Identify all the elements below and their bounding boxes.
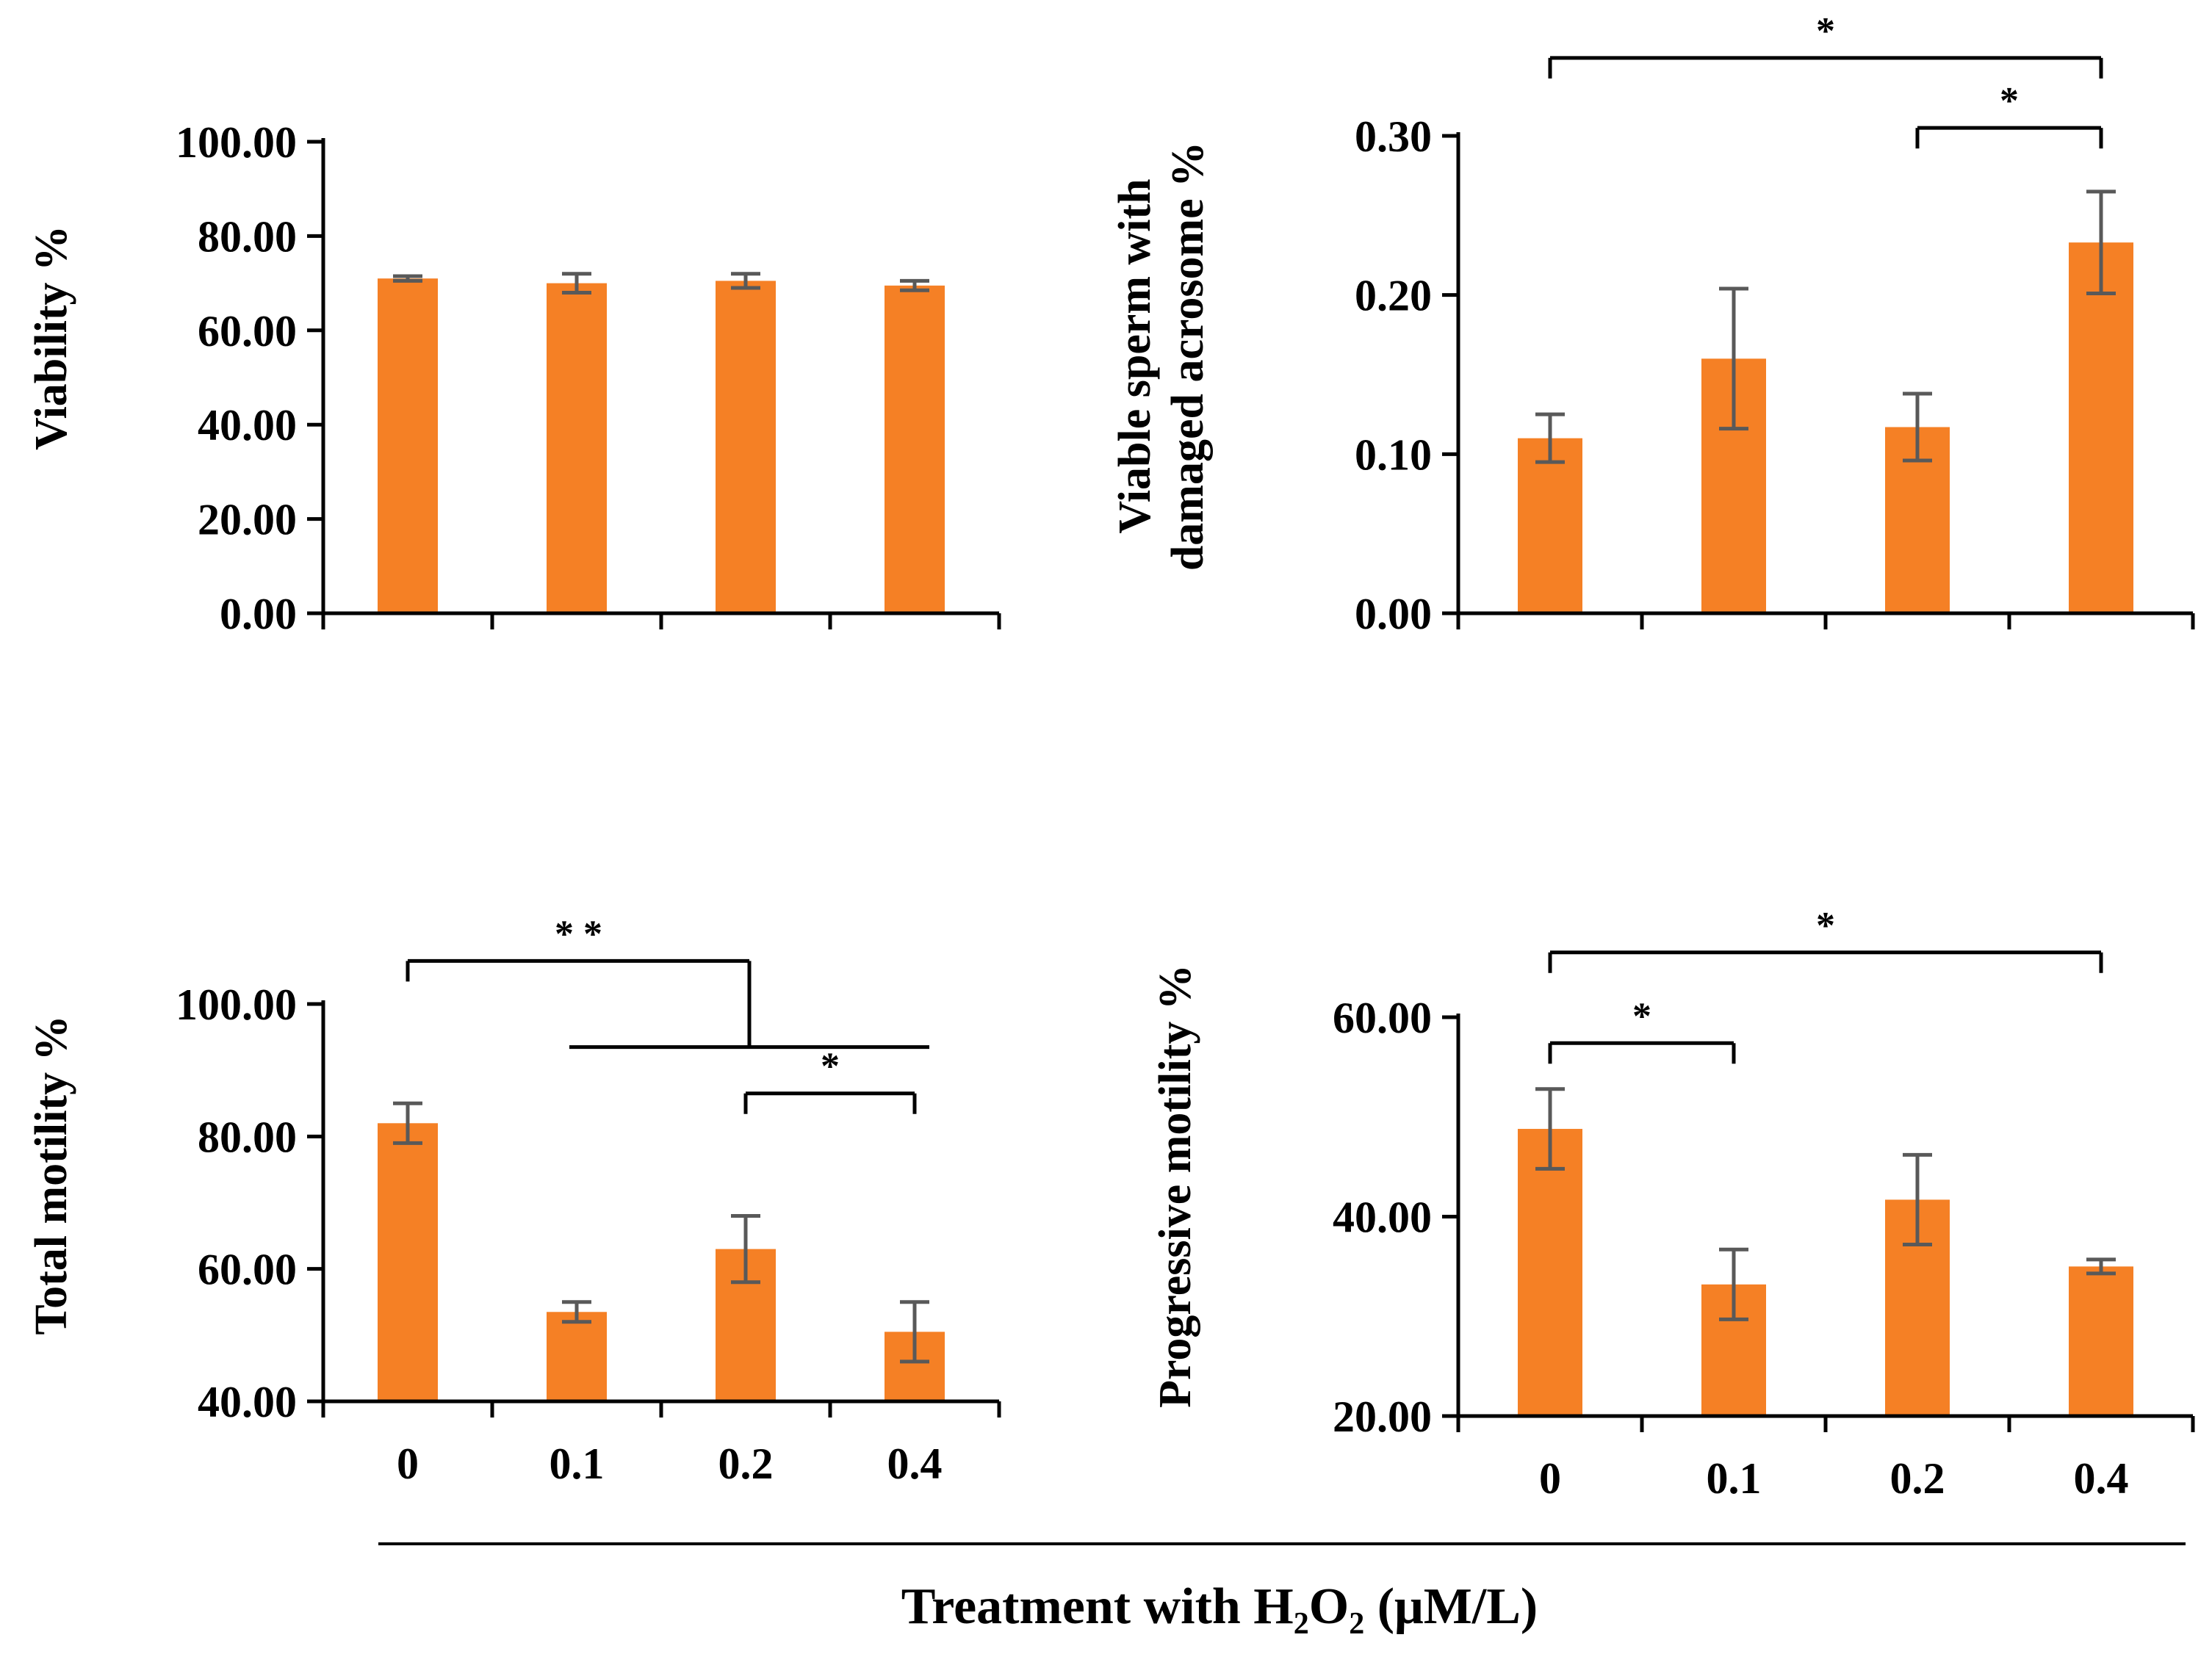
viability-chart: 0.00 20.00 40.00 60.00 80.00 100.00 Viability …: [26, 118, 1001, 638]
y-tick-label: 20.00: [198, 496, 297, 544]
bar: [378, 1123, 438, 1401]
y-tick-label: 80.00: [198, 212, 297, 261]
bar: [885, 285, 945, 613]
y-tick-label: 100.00: [176, 981, 297, 1029]
y-tick-label: 100.00: [176, 118, 297, 167]
y-axis-title-line: Viable sperm with: [1110, 178, 1160, 533]
significance-label: *: [1816, 905, 1835, 947]
bar: [2069, 1266, 2133, 1416]
significance-label: *: [1816, 10, 1835, 52]
y-tick-label: 40.00: [198, 401, 297, 449]
bar: [716, 281, 776, 613]
bar: [378, 278, 438, 613]
significance-label: * *: [555, 913, 602, 955]
y-axis-title: Total motility %: [26, 1015, 76, 1335]
bar: [547, 1312, 607, 1401]
y-tick-label: 60.00: [198, 307, 297, 355]
y-tick-label: 80.00: [198, 1113, 297, 1161]
y-axis-title: Viability %: [26, 225, 76, 450]
significance-label: *: [1632, 995, 1651, 1037]
bar: [2069, 242, 2133, 613]
y-tick-label: 60.00: [198, 1246, 297, 1294]
y-tick-label: 0.00: [1355, 590, 1432, 638]
x-tick-label: 0.2: [718, 1440, 774, 1488]
total-motility-chart: 40.00 60.00 80.00 100.00 0 0.1 0.2 0.4 Total mot…: [26, 913, 1001, 1488]
x-tick-label: 0.1: [1707, 1454, 1762, 1503]
y-tick-label: 0.10: [1355, 430, 1432, 479]
significance-label: *: [2000, 80, 2019, 122]
y-tick-label: 60.00: [1333, 994, 1432, 1042]
significance-label: *: [821, 1046, 840, 1088]
bar: [1518, 438, 1582, 613]
bar: [547, 283, 607, 613]
y-tick-label: 0.30: [1355, 112, 1432, 161]
x-tick-label: 0.4: [2074, 1454, 2129, 1503]
y-tick-label: 40.00: [1333, 1193, 1432, 1242]
bar: [1518, 1129, 1582, 1416]
progressive-motility-chart: 20.00 40.00 60.00 0 0.1 0.2 0.4 Progressive mot…: [1150, 905, 2195, 1503]
damaged-acrosome-chart: 0.00 0.10 0.20 0.30 Viable sperm withdamaged…: [1110, 10, 2195, 638]
x-tick-label: 0.4: [887, 1440, 943, 1488]
y-tick-label: 20.00: [1333, 1393, 1432, 1441]
y-axis-title: Viable sperm withdamaged acrosome %: [1110, 142, 1213, 571]
shared-x-axis-title: Treatment with H2O2 (μM/L): [901, 1578, 1538, 1641]
y-tick-label: 40.00: [198, 1378, 297, 1426]
x-tick-label: 0: [397, 1440, 419, 1488]
x-tick-label: 0: [1539, 1454, 1561, 1503]
y-axis-title-line: damaged acrosome %: [1163, 142, 1213, 571]
x-tick-label: 0.1: [550, 1440, 605, 1488]
y-tick-label: 0.00: [220, 590, 297, 638]
y-axis-title: Progressive motility %: [1150, 964, 1200, 1408]
x-tick-label: 0.2: [1890, 1454, 1945, 1503]
y-tick-label: 0.20: [1355, 272, 1432, 320]
